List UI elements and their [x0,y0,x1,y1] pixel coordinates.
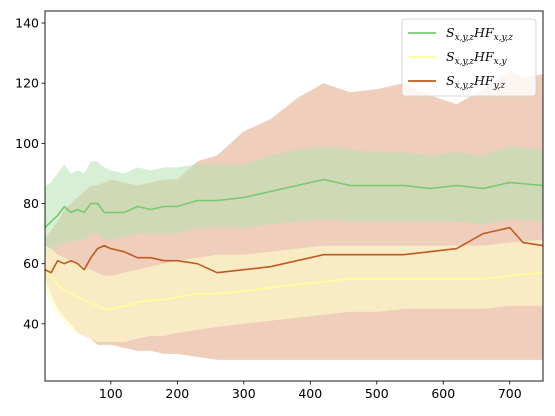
x-tick-label: 100 [99,386,123,401]
y-tick-label: 80 [23,196,39,211]
legend-label-2: Sx,y,zHFx,y [446,49,508,67]
y-tick-label: 40 [23,316,39,331]
x-tick-label: 600 [431,386,455,401]
x-tick-label: 500 [365,386,389,401]
legend-label-3: Sx,y,zHFy,z [446,73,505,91]
line-series-2 [45,269,543,310]
legend-box [401,18,537,97]
x-tick-label: 700 [498,386,522,401]
x-tick-label: 400 [298,386,322,401]
legend-label-1: Sx,y,zHFx,y,z [446,25,513,43]
band-series-2 [45,239,543,342]
band-series-1 [45,146,543,258]
x-tick-label: 200 [165,386,189,401]
line-series-3 [45,226,543,274]
y-tick-label: 140 [15,16,39,31]
y-axis: 40 60 80 100 120 140 [15,16,45,331]
y-tick-label: 60 [23,256,39,271]
series-lines [45,178,543,310]
y-tick-label: 120 [15,76,39,91]
line-series-1 [45,178,543,229]
x-axis: 100 200 300 400 500 600 700 [99,381,522,401]
confidence-bands [45,71,543,360]
legend: Sx,y,zHFx,y,z Sx,y,zHFx,y Sx,y,zHFy,z [401,18,537,97]
x-tick-label: 300 [232,386,256,401]
y-tick-label: 100 [15,136,39,151]
plot-area-frame [44,10,544,382]
